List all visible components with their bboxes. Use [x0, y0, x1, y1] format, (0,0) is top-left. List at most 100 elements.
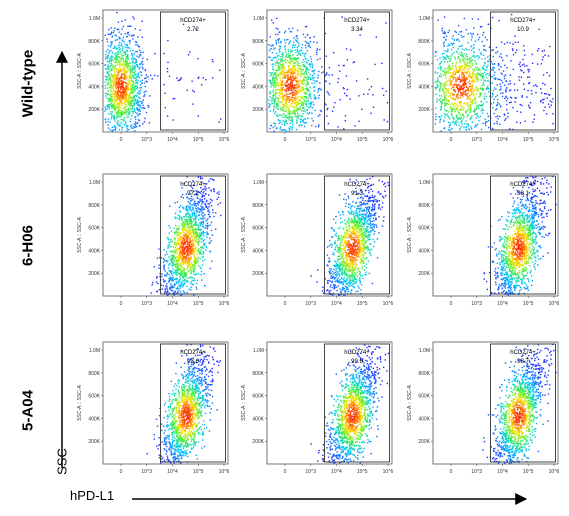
- y-tick-label: 200K: [88, 107, 100, 113]
- y-tick-label: 400K: [418, 248, 430, 254]
- y-tick-label: 1.0M: [89, 348, 100, 354]
- y-tick-label: 200K: [418, 107, 430, 113]
- panel-y-axis-label: SSC-A :: SSC-A: [407, 384, 413, 421]
- x-tick-label: 10^6: [549, 469, 560, 475]
- y-tick-label: 200K: [418, 439, 430, 445]
- x-tick-label: 10^5: [523, 301, 534, 307]
- x-tick-label: 10^3: [141, 137, 152, 143]
- x-tick-label: 10^3: [305, 137, 316, 143]
- y-tick-label: 800K: [88, 203, 100, 209]
- x-tick-label: 10^5: [193, 301, 204, 307]
- y-tick-label: 200K: [252, 271, 264, 277]
- x-tick-label: 10^4: [331, 469, 342, 475]
- y-tick-label: 600K: [88, 62, 100, 68]
- y-tick-label: 200K: [88, 271, 100, 277]
- x-tick-label: 10^4: [497, 301, 508, 307]
- gate-percent: 98.7: [517, 359, 529, 365]
- gate-percent: 93.6: [187, 359, 199, 365]
- y-tick-label: 600K: [252, 226, 264, 232]
- y-tick-label: 1.0M: [419, 16, 430, 22]
- y-tick-label: 200K: [252, 439, 264, 445]
- x-tick-label: 10^4: [331, 301, 342, 307]
- x-tick-label: 10^6: [219, 301, 230, 307]
- y-tick-label: 400K: [88, 248, 100, 254]
- x-tick-label: 10^4: [167, 301, 178, 307]
- x-tick-label: 0: [450, 301, 453, 307]
- x-tick-label: 10^5: [357, 137, 368, 143]
- y-tick-label: 600K: [252, 62, 264, 68]
- panel-y-axis-label: SSC-A :: SSC-A: [407, 216, 413, 253]
- y-tick-label: 1.0M: [89, 180, 100, 186]
- x-tick-label: 10^4: [167, 469, 178, 475]
- y-tick-label: 400K: [252, 248, 264, 254]
- y-tick-label: 600K: [418, 226, 430, 232]
- gate-label: hCD274+: [344, 350, 370, 356]
- y-tick-label: 600K: [418, 62, 430, 68]
- x-tick-label: 10^5: [357, 469, 368, 475]
- x-tick-label: 0: [120, 137, 123, 143]
- gate-label: hCD274+: [180, 182, 206, 188]
- y-tick-label: 200K: [252, 107, 264, 113]
- x-tick-label: 10^5: [523, 469, 534, 475]
- y-tick-label: 1.0M: [253, 180, 264, 186]
- gate-label: hCD274+: [510, 350, 536, 356]
- x-tick-label: 10^6: [219, 137, 230, 143]
- x-tick-label: 10^6: [219, 469, 230, 475]
- gate-percent: 3.34: [351, 27, 363, 33]
- gate-percent: 97.2: [187, 191, 199, 197]
- gate-label: hCD274+: [180, 18, 206, 24]
- x-tick-label: 10^4: [331, 137, 342, 143]
- x-tick-label: 0: [450, 137, 453, 143]
- panel-y-axis-label: SSC-A :: SSC-A: [241, 216, 247, 253]
- panel-6-h06-1: hCD274+ 97.2 200K 400K 600K 800K 1.0M 0 10^3 10^4…: [77, 174, 230, 307]
- y-tick-label: 1.0M: [89, 16, 100, 22]
- x-tick-label: 0: [120, 301, 123, 307]
- x-tick-label: 10^6: [383, 301, 394, 307]
- y-tick-label: 800K: [252, 203, 264, 209]
- x-tick-label: 10^3: [471, 469, 482, 475]
- y-tick-label: 400K: [88, 84, 100, 90]
- x-tick-label: 10^3: [141, 469, 152, 475]
- plot-frame: [267, 174, 392, 296]
- y-tick-label: 800K: [88, 39, 100, 45]
- x-tick-label: 10^6: [549, 301, 560, 307]
- x-tick-label: 10^4: [497, 469, 508, 475]
- y-tick-label: 400K: [418, 416, 430, 422]
- y-tick-label: 1.0M: [419, 180, 430, 186]
- y-tick-label: 400K: [252, 416, 264, 422]
- y-tick-label: 200K: [418, 271, 430, 277]
- y-tick-label: 200K: [88, 439, 100, 445]
- y-tick-label: 800K: [418, 371, 430, 377]
- x-tick-label: 10^3: [305, 469, 316, 475]
- y-tick-label: 1.0M: [419, 348, 430, 354]
- plot-frame: [433, 342, 558, 464]
- x-tick-label: 10^3: [471, 301, 482, 307]
- x-tick-label: 10^3: [305, 301, 316, 307]
- y-tick-label: 600K: [88, 394, 100, 400]
- x-tick-label: 10^5: [193, 137, 204, 143]
- gate-label: hCD274+: [510, 182, 536, 188]
- x-tick-label: 10^3: [141, 301, 152, 307]
- y-tick-label: 400K: [252, 84, 264, 90]
- y-tick-label: 800K: [418, 203, 430, 209]
- y-tick-label: 1.0M: [253, 16, 264, 22]
- panel-y-axis-label: SSC-A :: SSC-A: [241, 384, 247, 421]
- x-tick-label: 0: [450, 469, 453, 475]
- x-tick-label: 0: [284, 301, 287, 307]
- x-tick-label: 10^5: [523, 137, 534, 143]
- y-tick-label: 600K: [88, 226, 100, 232]
- y-tick-label: 1.0M: [253, 348, 264, 354]
- gate-percent: 98.1: [517, 191, 529, 197]
- y-tick-label: 600K: [252, 394, 264, 400]
- row-label-wild-type: Wild-type: [20, 44, 37, 124]
- y-tick-label: 800K: [252, 39, 264, 45]
- panel-y-axis-label: SSC-A :: SSC-A: [77, 52, 83, 89]
- gate-label: hCD274+: [510, 18, 536, 24]
